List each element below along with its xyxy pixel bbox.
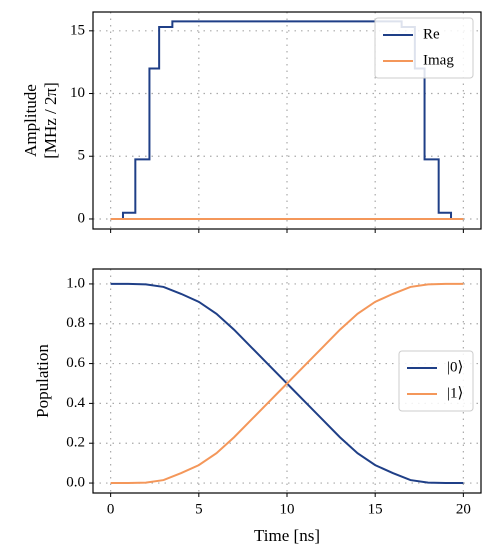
- series-line: [110, 282, 464, 485]
- y-tick-label: 0.6: [66, 355, 85, 371]
- y-tick-label: 0.0: [66, 474, 85, 490]
- legend-box: [374, 17, 474, 79]
- y-tick-label: 10: [70, 85, 85, 101]
- y-tick-label: 0.8: [66, 315, 85, 331]
- x-axis-label: Time [ns]: [254, 526, 320, 545]
- legend-label: |1⟩: [447, 385, 463, 401]
- y-axis-label: Population: [33, 344, 52, 418]
- y-tick-label: 5: [78, 148, 86, 164]
- legend-label: Re: [423, 26, 440, 42]
- y-tick-label: 0.4: [66, 395, 85, 411]
- x-tick-label: 5: [195, 501, 203, 517]
- x-tick-label: 20: [456, 501, 471, 517]
- y-tick-label: 1.0: [66, 275, 85, 291]
- x-tick-label: 0: [107, 501, 115, 517]
- y-tick-label: 0: [78, 210, 86, 226]
- legend-box: [398, 350, 474, 412]
- y-tick-label: 0.2: [66, 435, 85, 451]
- y-tick-label: 15: [70, 22, 85, 38]
- legend-label: Imag: [423, 52, 454, 68]
- x-tick-label: 15: [368, 501, 383, 517]
- legend-label: |0⟩: [447, 359, 463, 375]
- axes-frame: [92, 268, 482, 494]
- y-axis-label: [MHz / 2π]: [41, 82, 60, 159]
- y-axis-label: Amplitude: [21, 84, 40, 157]
- x-tick-label: 10: [280, 501, 295, 517]
- series-line: [110, 20, 464, 220]
- axes-frame: [92, 11, 482, 230]
